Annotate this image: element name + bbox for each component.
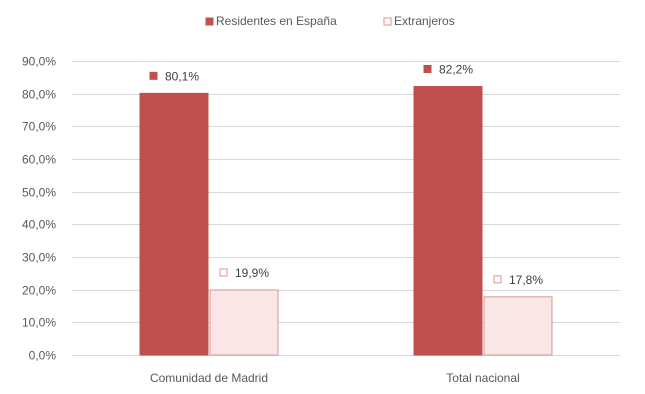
legend-label: Residentes en España — [216, 14, 337, 28]
y-tick-label: 30,0% — [22, 251, 56, 265]
bars — [139, 85, 553, 356]
data-label-marker — [423, 64, 432, 73]
bar — [413, 85, 483, 356]
data-label: 17,8% — [509, 273, 543, 287]
bar — [139, 92, 209, 356]
y-tick-label: 80,0% — [22, 88, 56, 102]
y-tick-label: 10,0% — [22, 316, 56, 330]
y-tick-label: 60,0% — [22, 153, 56, 167]
legend-label: Extranjeros — [394, 14, 455, 28]
x-tick-label: Total nacional — [446, 371, 519, 385]
data-label: 19,9% — [235, 266, 269, 280]
x-tick-label: Comunidad de Madrid — [150, 371, 268, 385]
bar — [483, 296, 553, 356]
x-axis: Comunidad de Madrid Total nacional — [150, 371, 520, 385]
y-tick-label: 0,0% — [29, 349, 57, 363]
bar — [209, 289, 279, 356]
y-tick-label: 20,0% — [22, 284, 56, 298]
y-tick-label: 70,0% — [22, 120, 56, 134]
data-label-marker — [219, 268, 228, 277]
data-label-marker — [493, 275, 502, 284]
legend: Residentes en España Extranjeros — [205, 14, 455, 28]
y-tick-label: 40,0% — [22, 218, 56, 232]
legend-swatch — [383, 17, 392, 26]
y-tick-label: 90,0% — [22, 55, 56, 69]
data-label: 80,1% — [165, 69, 199, 83]
y-axis: 0,0% 10,0% 20,0% 30,0% 40,0% 50,0% 60,0% 70,0% 8… — [22, 55, 56, 363]
data-label: 82,2% — [439, 62, 473, 76]
data-label-marker — [149, 71, 158, 80]
data-labels: 80,1% 19,9% 82,2% 17,8% — [149, 62, 543, 287]
legend-swatch — [205, 17, 214, 26]
y-tick-label: 50,0% — [22, 186, 56, 200]
